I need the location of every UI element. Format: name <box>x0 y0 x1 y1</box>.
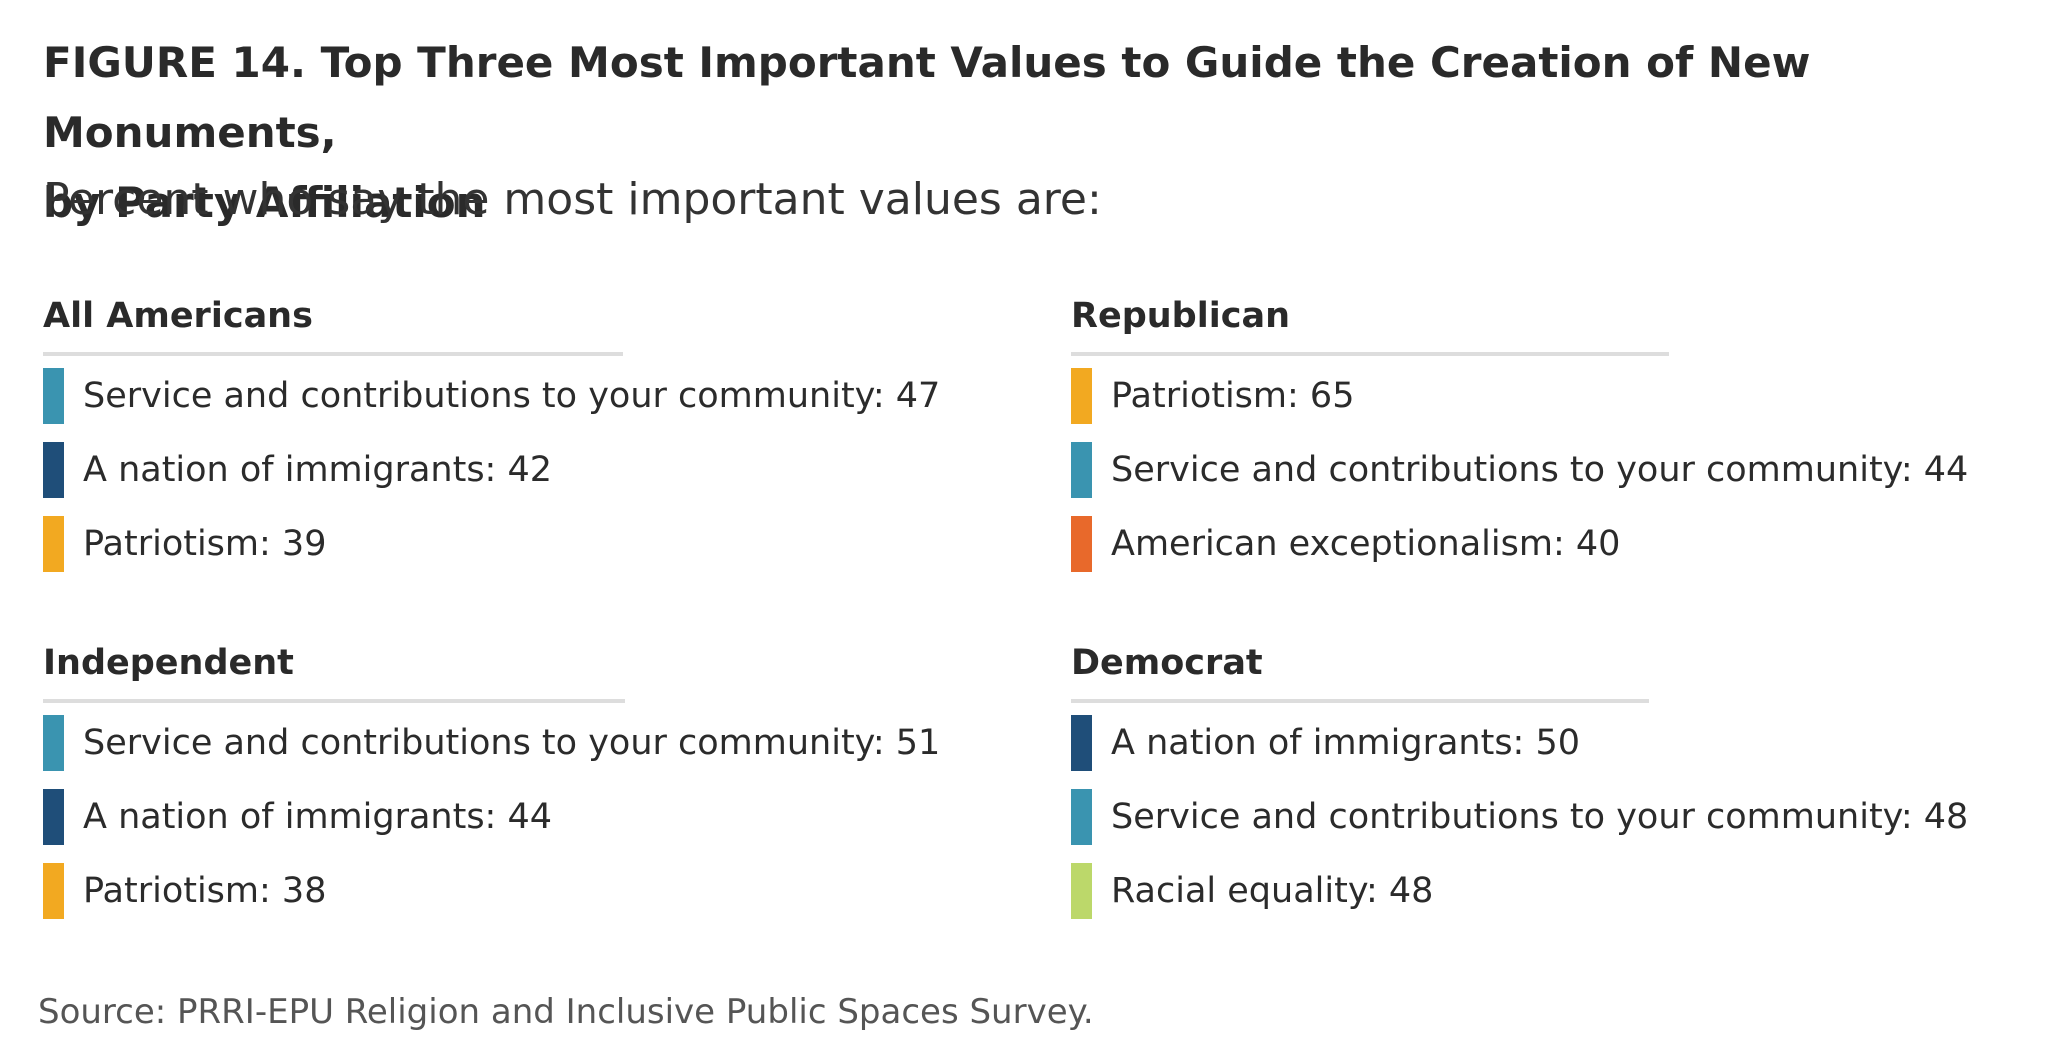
value-label: Racial equality: 48 <box>1111 871 1434 911</box>
figure-title-line-1: FIGURE 14. Top Three Most Important Valu… <box>43 38 1811 157</box>
panel-divider <box>43 352 623 356</box>
panel-title: Independent <box>43 643 294 683</box>
figure-title: FIGURE 14. Top Three Most Important Valu… <box>43 28 2003 238</box>
color-swatch <box>1071 516 1092 572</box>
value-label: A nation of immigrants: 50 <box>1111 723 1581 763</box>
source-note: Source: PRRI-EPU Religion and Inclusive … <box>38 992 1094 1032</box>
color-swatch <box>1071 789 1092 845</box>
color-swatch <box>43 715 64 771</box>
value-label: A nation of immigrants: 44 <box>83 797 553 837</box>
panel-title: Republican <box>1071 296 1290 336</box>
color-swatch <box>1071 442 1092 498</box>
color-swatch <box>43 368 64 424</box>
panel-divider <box>1071 352 1669 356</box>
panel-title: All Americans <box>43 296 313 336</box>
color-swatch <box>1071 863 1092 919</box>
value-label: Service and contributions to your commun… <box>1111 450 1969 490</box>
panel-title: Democrat <box>1071 643 1263 683</box>
value-label: A nation of immigrants: 42 <box>83 450 553 490</box>
panel-divider <box>1071 699 1649 703</box>
value-label: Patriotism: 38 <box>83 871 327 911</box>
value-label: Service and contributions to your commun… <box>1111 797 1969 837</box>
value-label: Patriotism: 65 <box>1111 376 1355 416</box>
color-swatch <box>43 516 64 572</box>
color-swatch <box>1071 715 1092 771</box>
value-label: American exceptionalism: 40 <box>1111 524 1621 564</box>
color-swatch <box>1071 368 1092 424</box>
value-label: Patriotism: 39 <box>83 524 327 564</box>
value-label: Service and contributions to your commun… <box>83 376 941 416</box>
figure-title-line-2: by Party Affiliation <box>43 178 486 227</box>
value-label: Service and contributions to your commun… <box>83 723 941 763</box>
color-swatch <box>43 789 64 845</box>
panel-divider <box>43 699 625 703</box>
color-swatch <box>43 442 64 498</box>
color-swatch <box>43 863 64 919</box>
figure-subtitle: Percent who say the most important value… <box>43 174 1102 225</box>
